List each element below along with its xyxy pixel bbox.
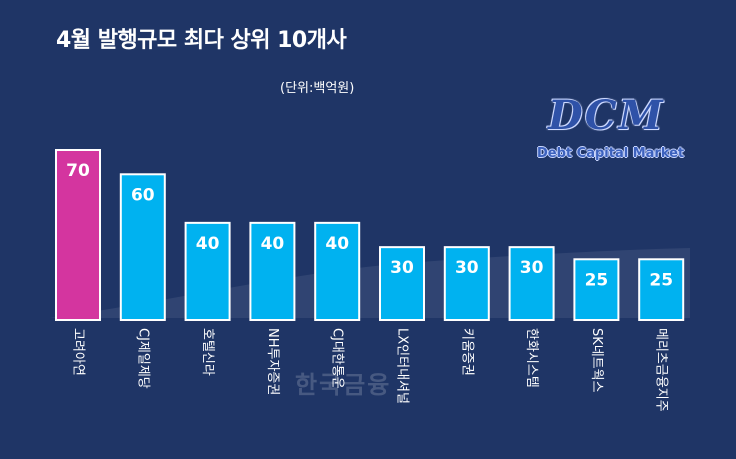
category-label-6: LX인터내셔널 [395, 328, 410, 404]
dcm-logo: DCM [548, 92, 665, 139]
category-label-2: CJ제일제당 [135, 328, 150, 389]
bar-value-label-3: 40 [196, 234, 220, 254]
bar-value-label-8: 30 [520, 258, 544, 278]
bar-7 [443, 246, 490, 321]
bar-6 [379, 246, 425, 321]
bar-4 [249, 221, 296, 322]
bar-9 [573, 258, 620, 321]
bar-value-label-9: 25 [585, 270, 609, 290]
bar-value-label-2: 60 [131, 185, 155, 205]
dcm-logo-subtitle: Debt Capital Market [537, 146, 685, 161]
bar-2 [119, 173, 166, 321]
category-label-4: NH투자증권 [265, 328, 280, 395]
bar-value-label-10: 25 [649, 270, 673, 290]
bar-value-label-1: 70 [66, 161, 90, 181]
category-label-1: 고려아연 [71, 328, 86, 376]
unit-label: (단위:백억원) [280, 81, 355, 96]
bar-value-label-6: 30 [390, 258, 414, 278]
category-label-9: SK네트웍스 [589, 328, 604, 393]
bar-value-label-4: 40 [261, 234, 285, 254]
bar-8 [508, 246, 555, 321]
category-label-3: 호텔신라 [200, 328, 215, 376]
category-label-10: 메리츠금융지주 [654, 328, 669, 412]
category-label-8: 한화시스템 [524, 328, 539, 388]
chart-title: 4월 발행규모 최다 상위 10개사 [56, 28, 347, 53]
bar-1 [55, 149, 101, 321]
watermark: 한국금융 [295, 371, 392, 399]
category-label-5: CJ대한통운 [330, 328, 345, 389]
bar-10 [638, 258, 685, 321]
bar-value-label-7: 30 [455, 258, 479, 278]
bar-value-label-5: 40 [325, 234, 349, 254]
bar-5 [314, 221, 361, 322]
bar-3 [184, 221, 231, 322]
category-label-7: 키움증권 [459, 328, 474, 376]
